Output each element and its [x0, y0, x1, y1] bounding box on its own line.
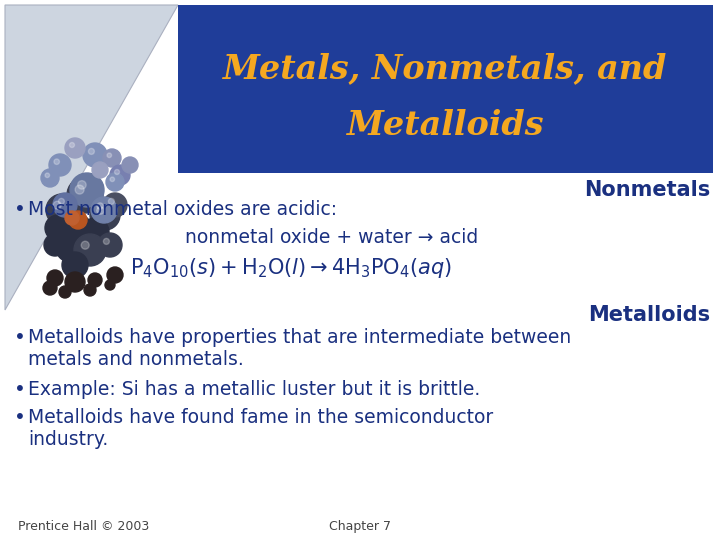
Circle shape — [104, 238, 109, 245]
Circle shape — [107, 153, 112, 158]
Circle shape — [83, 143, 107, 167]
Circle shape — [122, 157, 138, 173]
Circle shape — [47, 270, 63, 286]
Circle shape — [89, 148, 94, 154]
Circle shape — [46, 194, 78, 226]
Circle shape — [41, 169, 59, 187]
Circle shape — [67, 177, 103, 213]
Text: •: • — [14, 408, 26, 427]
Circle shape — [44, 234, 66, 256]
Circle shape — [45, 173, 50, 178]
Text: Metals, Nonmetals, and: Metals, Nonmetals, and — [223, 52, 667, 85]
Text: metals and nonmetals.: metals and nonmetals. — [28, 350, 244, 369]
Circle shape — [97, 203, 104, 210]
Circle shape — [103, 149, 121, 167]
Text: Metalloids have properties that are intermediate between: Metalloids have properties that are inte… — [28, 328, 571, 347]
Circle shape — [65, 272, 85, 292]
Circle shape — [74, 234, 106, 266]
Text: Metalloids have found fame in the semiconductor: Metalloids have found fame in the semico… — [28, 408, 493, 427]
Text: industry.: industry. — [28, 430, 108, 449]
Text: •: • — [14, 380, 26, 399]
Circle shape — [106, 173, 124, 191]
Circle shape — [105, 280, 115, 290]
Circle shape — [107, 267, 123, 283]
Circle shape — [88, 273, 102, 287]
Circle shape — [70, 143, 74, 147]
Circle shape — [96, 207, 104, 214]
Text: $\mathrm{P_4O_{10}}(s) + \mathrm{H_2O}(\mathit{l}) \rightarrow \mathrm{4H_3PO_4}: $\mathrm{P_4O_{10}}(s) + \mathrm{H_2O}(\… — [130, 256, 452, 280]
Circle shape — [65, 138, 85, 158]
Circle shape — [114, 170, 120, 174]
Circle shape — [110, 165, 130, 185]
Text: Most nonmetal oxides are acidic:: Most nonmetal oxides are acidic: — [28, 200, 337, 219]
Circle shape — [75, 185, 84, 194]
Circle shape — [45, 215, 71, 241]
Circle shape — [43, 281, 57, 295]
Circle shape — [103, 193, 127, 217]
Circle shape — [84, 284, 96, 296]
Circle shape — [54, 159, 60, 165]
Text: Nonmetals: Nonmetals — [584, 180, 710, 200]
Text: Metalloids: Metalloids — [347, 110, 544, 143]
Circle shape — [65, 211, 79, 225]
Circle shape — [59, 286, 71, 298]
Circle shape — [53, 201, 61, 209]
Circle shape — [90, 200, 120, 230]
Circle shape — [78, 181, 86, 189]
Circle shape — [109, 198, 114, 205]
Circle shape — [91, 197, 117, 223]
Circle shape — [69, 211, 87, 229]
Polygon shape — [5, 5, 178, 310]
Circle shape — [62, 252, 88, 278]
Text: Prentice Hall © 2003: Prentice Hall © 2003 — [18, 520, 149, 533]
Text: Chapter 7: Chapter 7 — [329, 520, 391, 533]
Text: nonmetal oxide + water → acid: nonmetal oxide + water → acid — [185, 228, 478, 247]
Circle shape — [110, 177, 114, 181]
Text: •: • — [14, 328, 26, 347]
Circle shape — [81, 218, 109, 246]
Circle shape — [98, 233, 122, 257]
Circle shape — [81, 241, 89, 249]
Text: Example: Si has a metallic luster but it is brittle.: Example: Si has a metallic luster but it… — [28, 380, 480, 399]
Circle shape — [58, 213, 92, 247]
Circle shape — [92, 162, 108, 178]
Text: Metalloids: Metalloids — [588, 305, 710, 325]
Circle shape — [56, 234, 84, 262]
Circle shape — [70, 173, 104, 207]
Bar — [178, 5, 713, 173]
Circle shape — [58, 198, 64, 205]
Circle shape — [53, 193, 77, 217]
Circle shape — [49, 154, 71, 176]
Text: •: • — [14, 200, 26, 219]
